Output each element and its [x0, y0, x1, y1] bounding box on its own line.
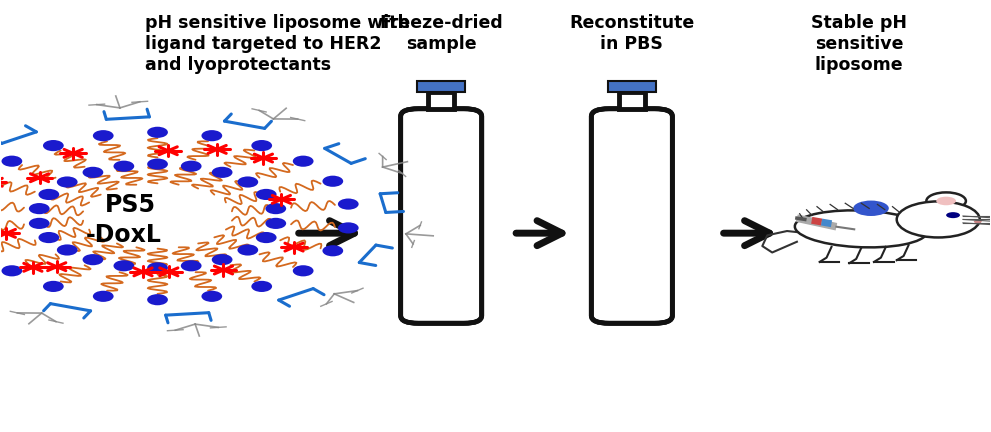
- Text: PS5: PS5: [105, 193, 157, 217]
- Ellipse shape: [201, 291, 222, 302]
- Ellipse shape: [338, 222, 359, 233]
- Ellipse shape: [147, 127, 167, 138]
- FancyBboxPatch shape: [592, 109, 672, 323]
- Ellipse shape: [322, 245, 343, 256]
- Ellipse shape: [39, 232, 59, 243]
- Ellipse shape: [322, 176, 343, 187]
- Ellipse shape: [39, 189, 59, 200]
- Ellipse shape: [238, 245, 259, 256]
- Ellipse shape: [212, 254, 233, 265]
- Ellipse shape: [29, 203, 50, 214]
- Circle shape: [936, 197, 956, 205]
- Ellipse shape: [238, 176, 259, 187]
- Ellipse shape: [147, 294, 167, 305]
- Ellipse shape: [252, 140, 273, 151]
- Ellipse shape: [252, 281, 273, 292]
- Circle shape: [86, 185, 229, 247]
- Ellipse shape: [43, 281, 63, 292]
- Bar: [619, 92, 645, 109]
- FancyBboxPatch shape: [400, 109, 482, 323]
- Ellipse shape: [292, 156, 313, 167]
- Ellipse shape: [201, 130, 222, 141]
- FancyBboxPatch shape: [402, 259, 480, 322]
- Ellipse shape: [114, 260, 134, 271]
- Ellipse shape: [82, 167, 103, 178]
- Circle shape: [974, 220, 982, 223]
- Ellipse shape: [338, 199, 359, 210]
- Ellipse shape: [82, 254, 103, 265]
- FancyBboxPatch shape: [594, 194, 671, 322]
- Ellipse shape: [180, 161, 201, 172]
- Ellipse shape: [2, 156, 22, 167]
- Ellipse shape: [29, 218, 50, 229]
- Circle shape: [897, 201, 980, 238]
- Ellipse shape: [147, 262, 167, 273]
- Ellipse shape: [180, 260, 201, 271]
- Ellipse shape: [292, 265, 313, 276]
- Bar: [607, 81, 656, 92]
- Circle shape: [927, 192, 966, 210]
- Ellipse shape: [56, 176, 77, 187]
- Circle shape: [853, 200, 889, 216]
- Ellipse shape: [266, 218, 286, 229]
- Ellipse shape: [795, 210, 928, 248]
- Text: Freeze-dried
sample: Freeze-dried sample: [380, 14, 503, 53]
- Ellipse shape: [114, 161, 134, 172]
- Circle shape: [946, 212, 960, 218]
- Ellipse shape: [2, 265, 22, 276]
- Ellipse shape: [266, 203, 286, 214]
- Ellipse shape: [256, 232, 276, 243]
- Ellipse shape: [93, 291, 114, 302]
- Bar: [417, 81, 466, 92]
- Text: pH sensitive liposome with
ligand targeted to HER2
and lyoprotectants: pH sensitive liposome with ligand target…: [145, 14, 409, 74]
- Text: -DoxL: -DoxL: [85, 223, 162, 247]
- Text: Stable pH
sensitive
liposome: Stable pH sensitive liposome: [812, 14, 907, 74]
- Ellipse shape: [256, 189, 276, 200]
- Text: Reconstitute
in PBS: Reconstitute in PBS: [569, 14, 695, 53]
- Bar: [428, 92, 454, 109]
- Ellipse shape: [212, 167, 233, 178]
- Ellipse shape: [56, 245, 77, 256]
- Ellipse shape: [147, 159, 167, 170]
- Ellipse shape: [43, 140, 63, 151]
- Ellipse shape: [93, 130, 114, 141]
